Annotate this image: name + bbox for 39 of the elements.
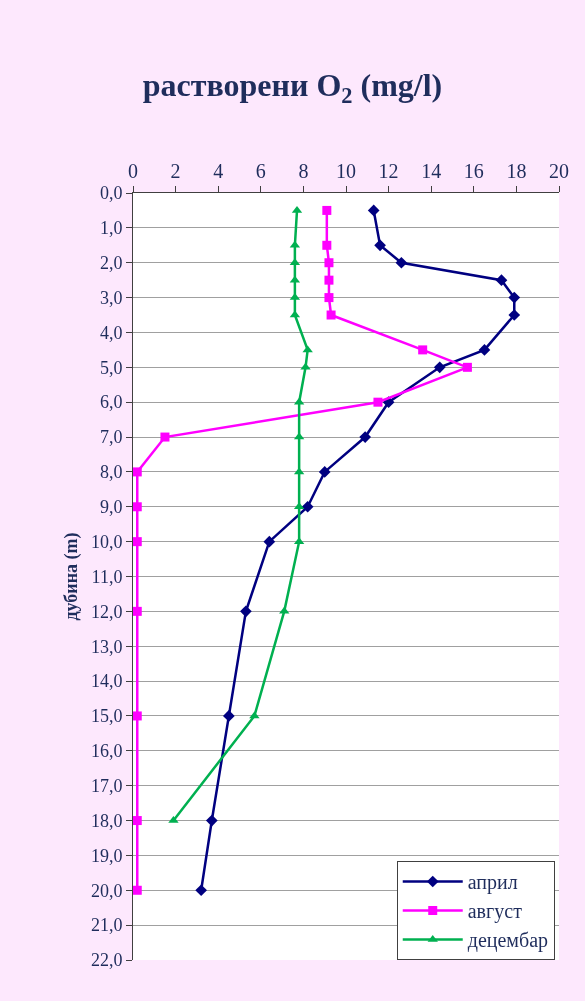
y-tick-label: 16,0 (90, 741, 123, 762)
y-tick-label: 18,0 (90, 810, 123, 831)
y-tick-label: 6,0 (99, 392, 123, 413)
y-tick-label: 0,0 (99, 183, 123, 204)
y-tick-label: 13,0 (90, 636, 123, 657)
x-tick-label: 4 (213, 160, 224, 182)
y-tick-label: 11,0 (91, 566, 123, 587)
chart-title: растворени O$_{2}$ (mg/l) (142, 67, 443, 108)
legend-label: август (467, 900, 523, 924)
y-tick-label: 21,0 (90, 915, 123, 936)
y-tick-label: 7,0 (99, 427, 123, 448)
y-tick-label: 10,0 (90, 531, 123, 552)
y-tick-label: 5,0 (99, 357, 123, 378)
y-axis-title: дубина (m) (61, 532, 83, 621)
legend-label: април (467, 871, 518, 895)
legend-label: децембар (467, 929, 549, 953)
x-tick-label: 16 (463, 160, 484, 182)
x-tick-label: 10 (336, 160, 356, 182)
y-tick-label: 14,0 (90, 671, 123, 692)
y-tick-label: 4,0 (99, 322, 123, 343)
x-tick-label: 12 (378, 160, 399, 182)
x-tick-label: 20 (549, 160, 569, 182)
y-tick-label: 3,0 (99, 287, 123, 308)
x-tick-label: 14 (421, 160, 442, 182)
y-tick-label: 22,0 (90, 950, 123, 971)
x-tick-label: 18 (506, 160, 527, 182)
y-tick-label: 15,0 (90, 706, 123, 727)
y-tick-label: 2,0 (99, 253, 123, 274)
y-tick-label: 8,0 (99, 462, 123, 483)
x-tick-label: 6 (255, 160, 266, 182)
y-tick-label: 1,0 (99, 218, 123, 239)
y-tick-label: 17,0 (90, 775, 123, 796)
y-tick-label: 20,0 (90, 880, 123, 901)
x-tick-label: 2 (170, 160, 181, 182)
x-tick-label: 0 (128, 160, 138, 182)
x-tick-label: 8 (298, 160, 309, 182)
y-tick-label: 9,0 (99, 497, 123, 518)
y-tick-label: 12,0 (90, 601, 123, 622)
y-tick-label: 19,0 (90, 845, 123, 866)
